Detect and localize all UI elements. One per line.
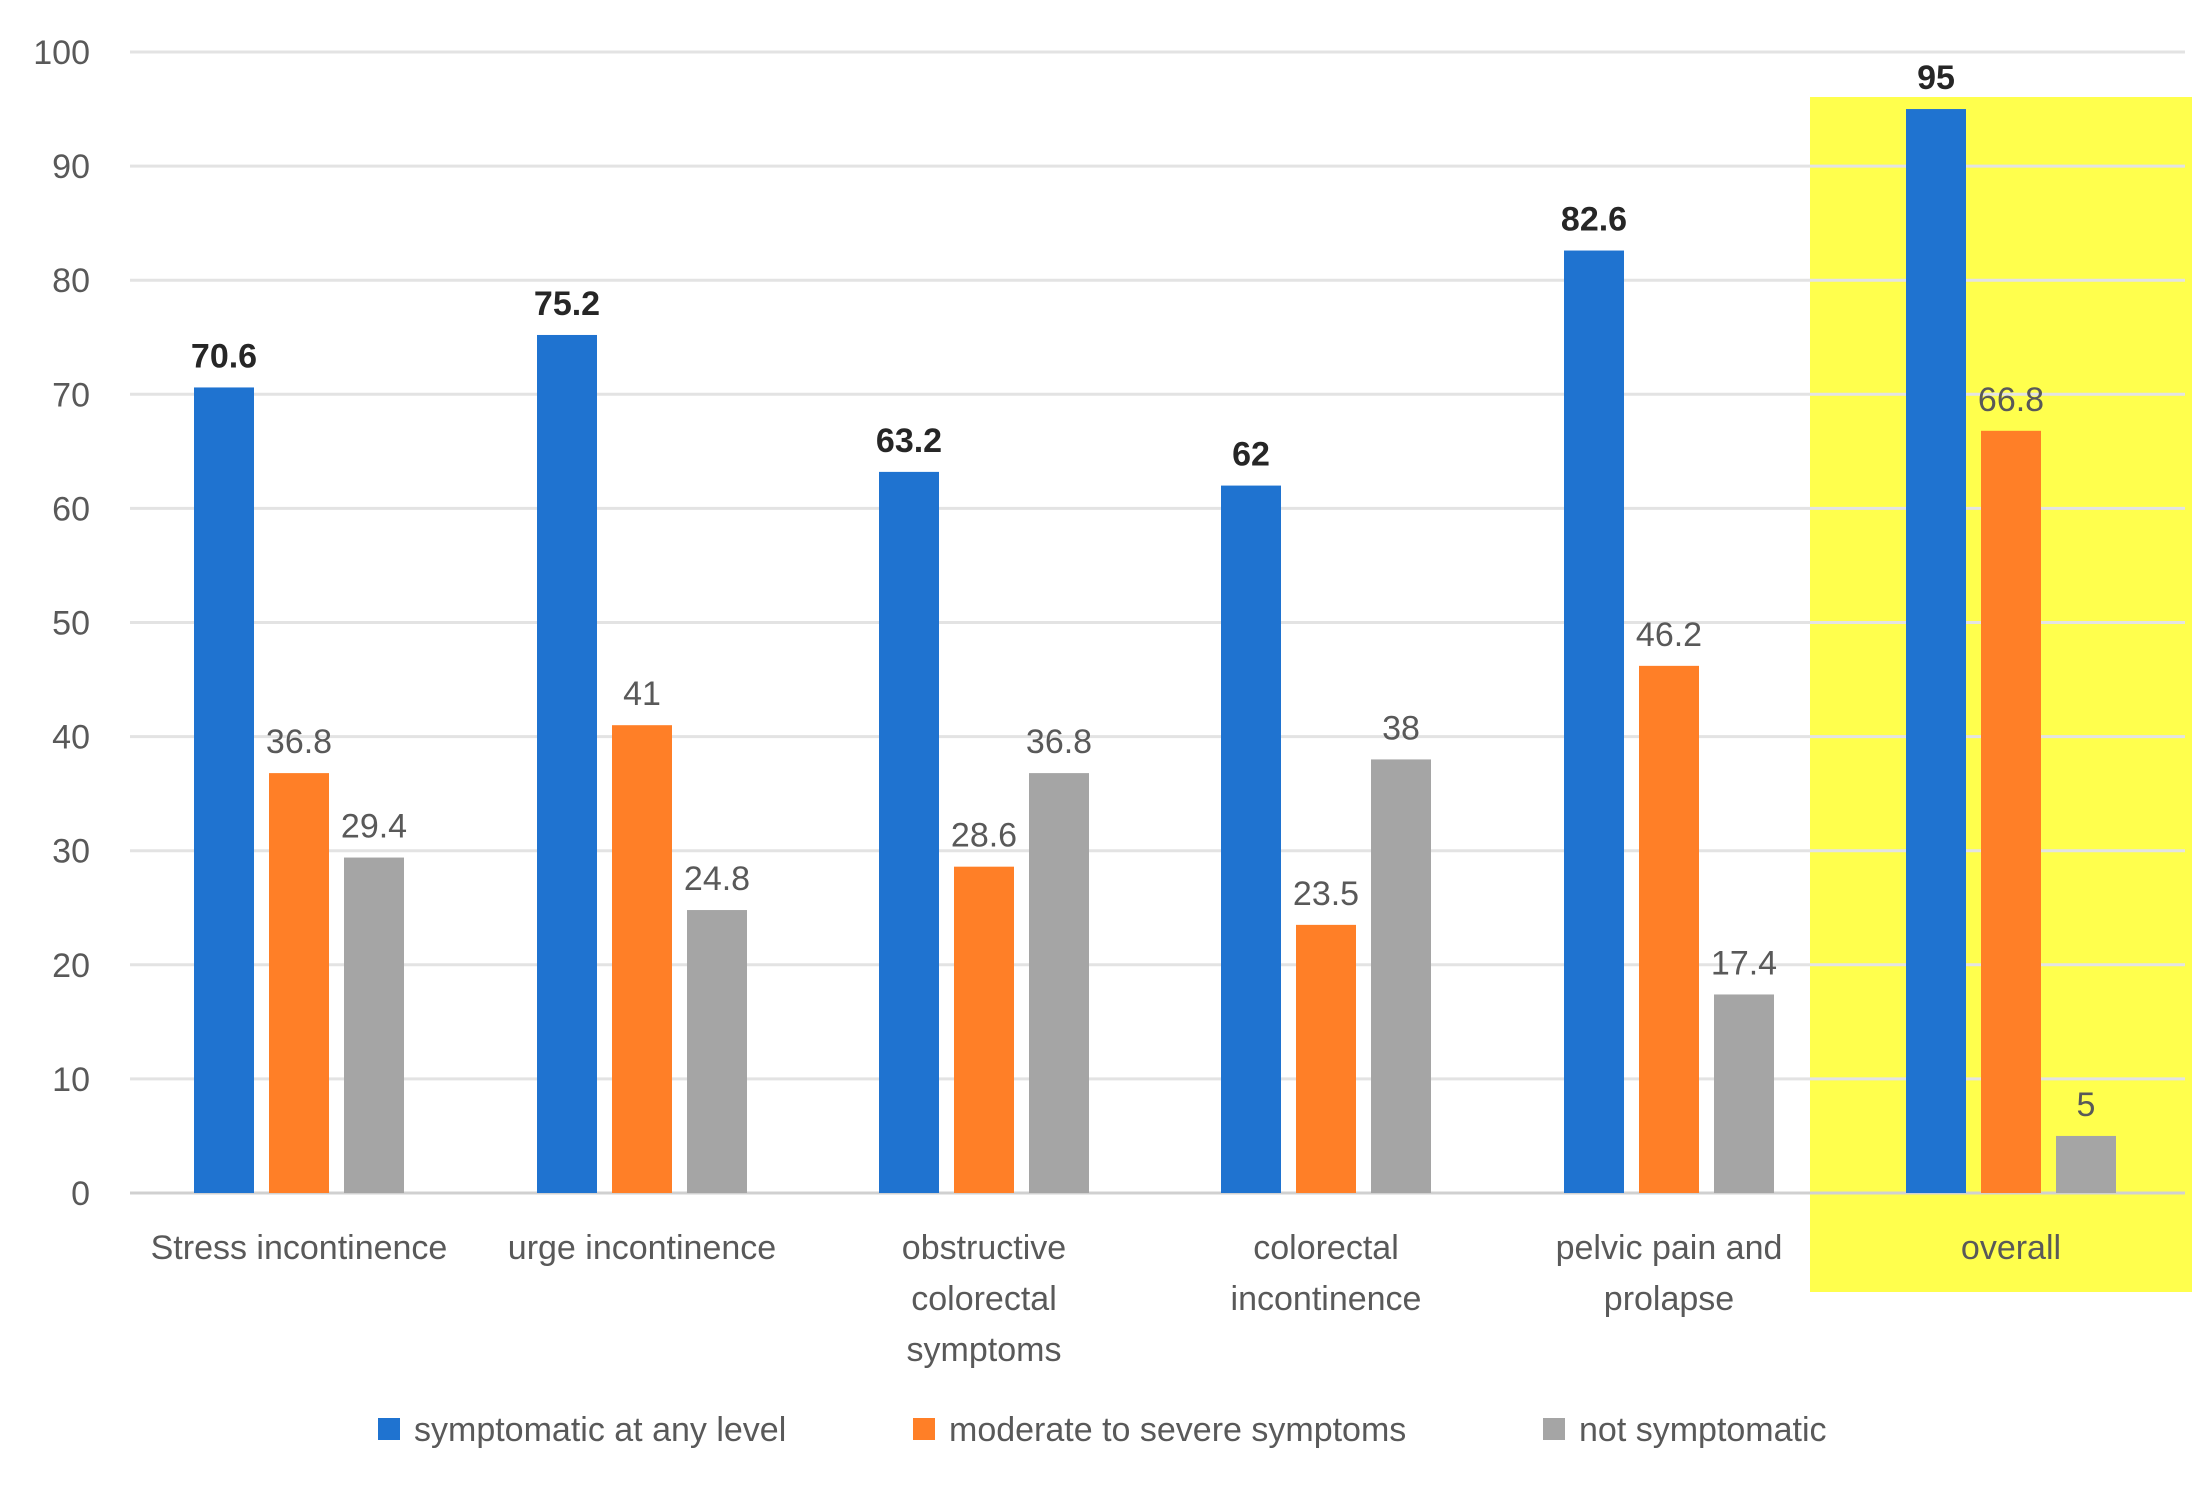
bar-s0-c3 [1221, 485, 1281, 1194]
y-tick-label-10: 10 [52, 1061, 90, 1099]
y-tick-label-50: 50 [52, 605, 90, 643]
legend-label-0: symptomatic at any level [414, 1411, 786, 1449]
category-label-2-line-1: colorectal [911, 1280, 1057, 1318]
category-label-1-line-0: urge incontinence [508, 1229, 776, 1267]
category-label-5-line-0: overall [1961, 1229, 2061, 1267]
bar-s2-c5 [2056, 1135, 2116, 1193]
bar-s0-c1 [537, 334, 597, 1193]
data-label-s1-c4: 46.2 [1636, 616, 1702, 654]
data-label-s0-c3: 62 [1232, 436, 1270, 474]
data-label-s1-c5: 66.8 [1978, 381, 2044, 419]
x-axis-categories: Stress incontinence urge incontinence obst… [151, 1229, 2061, 1369]
bar-s0-c0 [194, 387, 254, 1194]
category-label-0-line-0: Stress incontinence [151, 1229, 448, 1267]
grid-layer [130, 50, 2185, 1195]
y-tick-label-60: 60 [52, 490, 90, 528]
y-tick-label-0: 0 [71, 1175, 90, 1213]
bar-s0-c4 [1564, 250, 1624, 1193]
y-axis: 0 10 20 30 40 50 60 70 80 90 100 [33, 34, 90, 1213]
data-label-s1-c0: 36.8 [266, 723, 332, 761]
legend-swatch-1 [913, 1418, 935, 1440]
data-label-s0-c0: 70.6 [191, 337, 257, 375]
bar-s2-c3 [1371, 759, 1431, 1193]
category-label-3-line-1: incontinence [1231, 1280, 1422, 1318]
data-label-s2-c3: 38 [1382, 709, 1420, 747]
y-tick-label-40: 40 [52, 719, 90, 757]
bar-s1-c0 [269, 773, 329, 1193]
bar-s2-c4 [1714, 994, 1774, 1193]
y-tick-label-90: 90 [52, 148, 90, 186]
y-tick-label-70: 70 [52, 376, 90, 414]
bar-s1-c3 [1296, 924, 1356, 1193]
data-label-s1-c2: 28.6 [951, 817, 1017, 855]
y-tick-label-20: 20 [52, 947, 90, 985]
data-label-s2-c4: 17.4 [1711, 944, 1777, 982]
bar-s2-c2 [1029, 773, 1089, 1193]
bar-s1-c4 [1639, 665, 1699, 1193]
category-label-2-line-0: obstructive [902, 1229, 1066, 1267]
category-label-2-line-2: symptoms [907, 1331, 1062, 1369]
data-label-s2-c0: 29.4 [341, 808, 407, 846]
data-label-s0-c1: 75.2 [534, 285, 600, 323]
category-label-4-line-1: prolapse [1604, 1280, 1734, 1318]
legend-swatch-0 [378, 1418, 400, 1440]
legend: symptomatic at any level moderate to seve… [378, 1411, 1827, 1449]
data-label-s0-c5: 95 [1917, 59, 1955, 97]
bar-s0-c2 [879, 471, 939, 1193]
y-tick-label-100: 100 [33, 34, 90, 72]
y-tick-label-80: 80 [52, 262, 90, 300]
data-label-s2-c1: 24.8 [684, 860, 750, 898]
data-label-s1-c3: 23.5 [1293, 875, 1359, 913]
data-label-s0-c2: 63.2 [876, 422, 942, 460]
bar-s2-c1 [687, 910, 747, 1193]
category-label-4-line-0: pelvic pain and [1556, 1229, 1783, 1267]
legend-label-2: not symptomatic [1579, 1411, 1827, 1449]
legend-label-1: moderate to severe symptoms [949, 1411, 1406, 1449]
y-tick-label-30: 30 [52, 833, 90, 871]
bar-s1-c1 [612, 725, 672, 1193]
data-labels: 70.6 75.2 63.2 62 82.6 95 36.8 41 28.6 23.5 46.2 66… [191, 59, 2096, 1124]
legend-swatch-2 [1543, 1418, 1565, 1440]
data-label-s2-c2: 36.8 [1026, 723, 1092, 761]
bars [194, 109, 2116, 1194]
data-label-s1-c1: 41 [623, 675, 661, 713]
category-label-3-line-0: colorectal [1253, 1229, 1399, 1267]
bar-s1-c2 [954, 866, 1014, 1193]
bar-s0-c5 [1906, 109, 1966, 1193]
data-label-s0-c4: 82.6 [1561, 201, 1627, 239]
data-label-s2-c5: 5 [2077, 1086, 2096, 1124]
bar-s2-c0 [344, 857, 404, 1193]
bar-s1-c5 [1981, 430, 2041, 1193]
